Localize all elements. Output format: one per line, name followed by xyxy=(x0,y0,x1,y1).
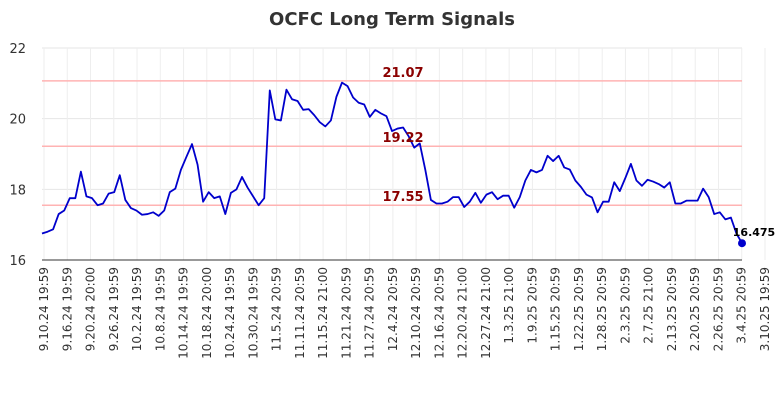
x-tick-label: 9.20.24 20:00 xyxy=(84,267,98,351)
labels: 21.07 19.22 17.55 16.475 xyxy=(382,66,775,239)
series-layer xyxy=(41,81,746,248)
x-tick-label: 12.16.24 20:59 xyxy=(432,267,446,359)
x-tick-label: 3.10.25 19:59 xyxy=(758,267,772,351)
x-tick-label: 2.20.25 20:59 xyxy=(688,267,702,351)
reference-lines xyxy=(42,80,742,206)
x-tick-label: 10.2.24 19:59 xyxy=(130,267,144,351)
y-tick-label: 20 xyxy=(9,113,26,128)
x-tick-label: 11.11.24 20:59 xyxy=(293,267,307,359)
x-tick-label: 1.15.25 20:59 xyxy=(549,267,563,351)
x-tick-label: 12.20.24 21:00 xyxy=(456,267,470,359)
x-tick-label: 1.22.25 20:59 xyxy=(572,267,586,351)
x-tick-label: 11.21.24 20:59 xyxy=(339,267,353,359)
x-tick-label: 2.3.25 20:59 xyxy=(618,267,632,344)
reference-line-label: 19.22 xyxy=(382,131,423,146)
x-tick-label: 3.4.25 20:59 xyxy=(735,267,749,344)
axes: 16 18 20 22 9.10.24 19:59 9.16.24 19:59 9.20.2… xyxy=(9,42,772,359)
last-value-label: 16.475 xyxy=(733,226,775,239)
grid xyxy=(42,47,766,261)
x-tick-label: 11.5.24 20:59 xyxy=(270,267,284,351)
x-tick-label: 10.18.24 20:00 xyxy=(200,267,214,359)
x-tick-label: 9.10.24 19:59 xyxy=(37,267,51,351)
x-tick-label: 1.9.25 20:59 xyxy=(525,267,539,344)
chart-title: OCFC Long Term Signals xyxy=(269,9,515,30)
x-tick-label: 12.4.24 20:59 xyxy=(386,267,400,351)
x-tick-label: 10.24.24 19:59 xyxy=(223,267,237,359)
x-tick-label: 2.26.25 20:59 xyxy=(711,267,725,351)
y-tick-label: 18 xyxy=(9,183,26,198)
price-series-line xyxy=(41,81,743,244)
y-tick-label: 16 xyxy=(9,254,26,269)
x-tick-label: 9.16.24 19:59 xyxy=(60,267,74,351)
x-tick-label: 11.27.24 20:59 xyxy=(363,267,377,359)
x-tick-label: 10.8.24 19:59 xyxy=(153,267,167,351)
x-tick-label: 1.28.25 20:59 xyxy=(595,267,609,351)
x-tick-label: 12.27.24 21:00 xyxy=(479,267,493,359)
x-tick-label: 2.7.25 21:00 xyxy=(642,267,656,344)
x-tick-label: 11.15.24 21:00 xyxy=(316,267,330,359)
y-tick-label: 22 xyxy=(9,42,26,57)
x-tick-label: 12.10.24 20:59 xyxy=(409,267,423,359)
reference-line-label: 17.55 xyxy=(382,190,423,205)
reference-line-label: 21.07 xyxy=(382,66,423,81)
x-tick-label: 2.13.25 20:59 xyxy=(665,267,679,351)
x-tick-label: 9.26.24 19:59 xyxy=(107,267,121,351)
last-value-point xyxy=(738,239,746,248)
x-tick-label: 10.14.24 19:59 xyxy=(177,267,191,359)
x-tick-label: 10.30.24 19:59 xyxy=(246,267,260,359)
x-tick-label: 1.3.25 21:00 xyxy=(502,267,516,344)
